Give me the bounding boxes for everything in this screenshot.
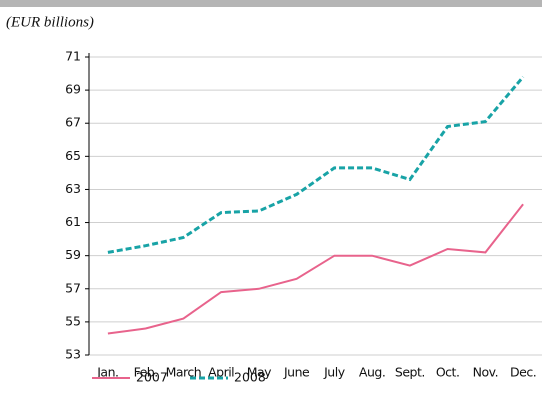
y-tick-label: 63 <box>65 181 81 196</box>
x-tick-label: Dec. <box>510 365 536 380</box>
y-tick-label: 69 <box>65 82 81 97</box>
legend-label: 2008 <box>234 370 266 385</box>
line-series <box>107 203 524 335</box>
x-tick-label: Jan. <box>96 365 118 380</box>
y-tick-label: 67 <box>65 115 81 130</box>
y-tick-label: 65 <box>65 148 81 163</box>
y-tick-label: 57 <box>65 280 81 295</box>
x-tick-label: July <box>323 365 346 380</box>
line-series <box>107 75 525 254</box>
y-tick-label: 61 <box>65 214 81 229</box>
x-tick-label: Feb. <box>134 365 158 380</box>
top-band <box>0 0 542 7</box>
x-tick-label: Sept. <box>395 365 425 380</box>
x-tick-label: Nov. <box>473 365 498 380</box>
x-tick-label: Oct. <box>436 365 460 380</box>
legend-label: 2007 <box>136 370 168 385</box>
x-tick-label: Aug. <box>359 365 385 380</box>
y-tick-label: 53 <box>65 347 81 362</box>
x-tick-label: June <box>283 365 310 380</box>
y-tick-label: 71 <box>65 49 81 64</box>
x-tick-label: March <box>166 365 202 380</box>
y-tick-label: 55 <box>65 313 81 328</box>
chart-subtitle: (EUR billions) <box>6 14 94 30</box>
y-tick-label: 59 <box>65 247 81 262</box>
x-tick-label: April <box>208 365 234 380</box>
x-tick-label: May <box>247 365 272 380</box>
